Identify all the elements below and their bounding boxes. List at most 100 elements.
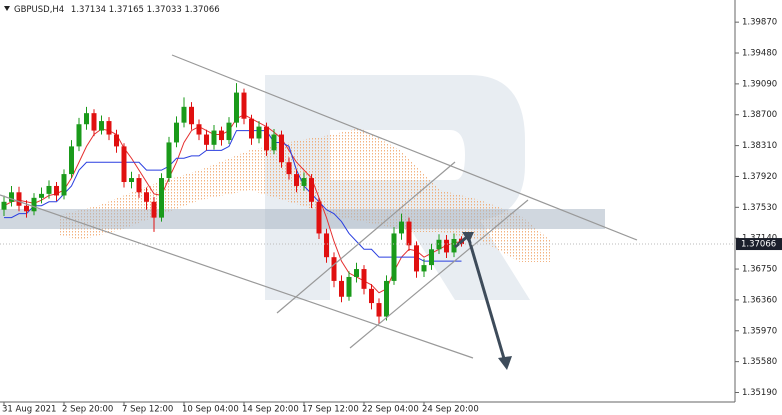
candle-body — [144, 192, 149, 202]
trend-line — [0, 194, 474, 359]
candle-body — [421, 265, 427, 272]
indicator-line — [4, 130, 462, 262]
candle-body — [99, 121, 104, 131]
channel-lines — [0, 54, 638, 359]
candle-body — [114, 134, 119, 147]
candle-body — [339, 280, 344, 297]
x-tick-label: 2 Sep 20:00 — [62, 405, 113, 415]
candle-body — [399, 221, 404, 234]
price-marks — [1, 83, 464, 324]
y-tick-label: 1.39090 — [742, 79, 777, 89]
x-tick-label: 22 Sep 04:00 — [362, 405, 419, 415]
candle-body — [226, 122, 232, 141]
candle-body — [31, 197, 37, 212]
y-tick-label: 1.38310 — [742, 141, 777, 151]
candle-body — [69, 146, 74, 175]
candle-body — [129, 178, 134, 183]
y-tick-label: 1.35970 — [742, 326, 777, 336]
candle-body — [24, 205, 29, 212]
y-tick-label: 1.36360 — [742, 295, 777, 305]
arrow-head — [498, 356, 512, 370]
candle-body — [309, 178, 314, 202]
candle-body — [39, 193, 44, 198]
candle-body — [46, 185, 52, 194]
candle-body — [264, 126, 269, 151]
candle-body — [331, 257, 337, 281]
candle-body — [189, 106, 194, 125]
candle-body — [234, 92, 239, 123]
y-tick-label: 1.35580 — [742, 357, 777, 367]
y-tick-label: 1.35190 — [742, 388, 777, 398]
candle-body — [444, 239, 449, 253]
candle-body — [84, 113, 89, 125]
trend-line — [276, 161, 456, 314]
x-tick-label: 17 Sep 12:00 — [302, 405, 359, 415]
high-value: 1.37165 — [109, 5, 144, 15]
candle-body — [301, 178, 307, 186]
y-tick-label: 1.36750 — [742, 265, 777, 275]
candle-body — [361, 269, 367, 289]
close-value: 1.37066 — [185, 5, 220, 15]
candle-body — [54, 185, 59, 196]
forecast-arrow — [454, 232, 512, 370]
candle-body — [61, 174, 67, 196]
candle-body — [174, 122, 179, 143]
y-tick-label: 1.37920 — [742, 172, 777, 182]
candle-body — [316, 201, 322, 234]
candle-body — [196, 124, 202, 135]
candle-body — [166, 142, 172, 179]
resistance-zone — [0, 209, 605, 229]
candle-body — [414, 245, 419, 272]
candle-body — [204, 134, 209, 145]
candle-body — [181, 106, 187, 123]
candle-body — [76, 124, 82, 147]
x-tick-label: 31 Aug 2021 — [2, 405, 56, 415]
arrow-head — [462, 232, 474, 243]
candle-body — [9, 192, 14, 202]
candle-body — [121, 146, 127, 183]
menu-arrow[interactable] — [4, 6, 10, 11]
trend-line — [349, 199, 529, 349]
candle-body — [249, 118, 254, 139]
candle-body — [271, 134, 277, 151]
candle-body — [159, 178, 164, 218]
header: GBPUSD,H4 1.37134 1.37165 1.37033 1.3706… — [14, 5, 220, 15]
y-tick-label: 1.37530 — [742, 203, 777, 213]
x-tick-label: 24 Sep 20:00 — [422, 405, 479, 415]
candle-body — [1, 201, 7, 210]
candle-body — [406, 221, 412, 246]
candle-body — [369, 288, 374, 304]
candle-body — [376, 303, 382, 317]
candle-body — [429, 249, 434, 266]
candle-body — [16, 192, 22, 206]
candle-body — [354, 269, 359, 277]
candle-body — [346, 276, 352, 297]
candle-body — [106, 121, 112, 135]
price-tag-label: 1.37066 — [741, 240, 776, 250]
y-tick-label: 1.39870 — [742, 18, 777, 28]
x-tick-label: 10 Sep 04:00 — [182, 405, 239, 415]
candle-body — [294, 174, 299, 186]
candle-body — [279, 134, 284, 163]
candle-body — [451, 238, 457, 253]
candle-body — [241, 92, 247, 119]
y-tick-label: 1.39480 — [742, 49, 777, 59]
candle-body — [91, 113, 97, 131]
candle-body — [211, 130, 217, 145]
candle-body — [256, 126, 262, 139]
open-value: 1.37134 — [71, 5, 106, 15]
symbol: GBPUSD,H4 — [14, 5, 64, 15]
candle-body — [219, 130, 224, 141]
y-tick-label: 1.38700 — [742, 110, 777, 120]
candle-body — [286, 162, 292, 175]
trend-line — [171, 54, 638, 241]
candle-body — [324, 233, 329, 258]
price-tag — [736, 238, 782, 251]
candle-body — [136, 178, 142, 193]
x-tick-label: 7 Sep 12:00 — [122, 405, 173, 415]
candle-body — [391, 233, 397, 281]
x-tick-label: 14 Sep 20:00 — [242, 405, 299, 415]
candle-body — [151, 201, 157, 218]
